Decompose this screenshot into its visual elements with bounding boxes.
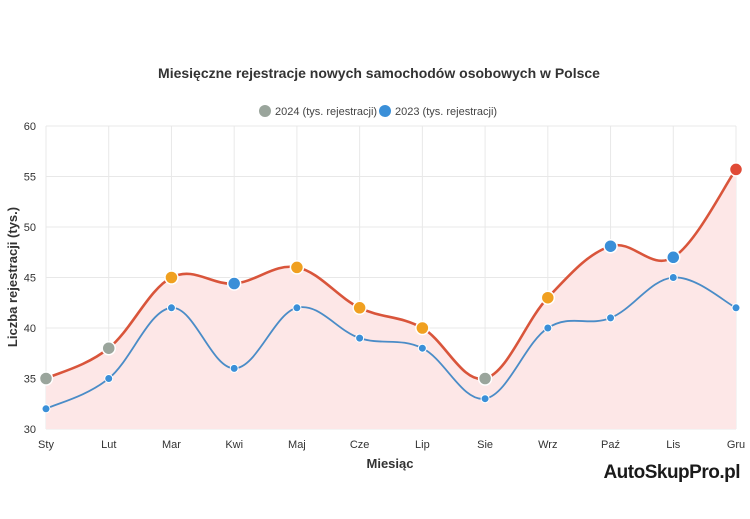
point-2024-Gru[interactable]: [728, 162, 744, 177]
point-2023-Paź[interactable]: [606, 313, 616, 323]
area-2024: [46, 169, 736, 429]
point-2024-Cze[interactable]: [352, 300, 367, 316]
point-2024-Lip[interactable]: [415, 320, 430, 336]
point-2024-Sie[interactable]: [477, 371, 493, 386]
y-tick-label: 60: [24, 121, 36, 133]
point-2024-Sty[interactable]: [38, 371, 54, 386]
legend-item-2023[interactable]: 2023 (tys. rejestracji): [379, 105, 497, 118]
legend-item-2024[interactable]: 2024 (tys. rejestracji): [259, 105, 377, 118]
point-2024-Lis[interactable]: [666, 250, 681, 265]
legend-marker-2024: [259, 105, 271, 117]
legend-label-2024: 2024 (tys. rejestracji): [275, 106, 377, 118]
watermark-logo: AutoSkupPro.pl: [603, 462, 740, 483]
point-2023-Maj[interactable]: [292, 303, 302, 313]
point-2023-Cze[interactable]: [355, 333, 365, 343]
point-2024-Lut[interactable]: [101, 340, 116, 356]
point-2024-Mar[interactable]: [164, 270, 179, 285]
point-2024-Kwi[interactable]: [226, 276, 242, 291]
y-tick-label: 35: [24, 374, 36, 386]
point-2023-Lis[interactable]: [668, 273, 678, 282]
x-axis-label: Miesiąc: [367, 456, 414, 471]
chart-title: Miesięczne rejestracje nowych samochodów…: [158, 65, 600, 81]
point-2024-Paź[interactable]: [603, 238, 618, 254]
x-tick-label: Gru: [727, 439, 745, 451]
point-2023-Lip[interactable]: [417, 343, 427, 353]
point-2023-Wrz[interactable]: [543, 323, 553, 333]
point-2023-Sie[interactable]: [480, 394, 490, 404]
x-tick-label: Lip: [415, 439, 430, 451]
point-2023-Sty[interactable]: [41, 404, 51, 414]
point-2024-Maj[interactable]: [289, 260, 305, 275]
x-tick-label: Wrz: [538, 439, 557, 451]
x-tick-label: Paź: [601, 439, 620, 451]
point-2023-Gru[interactable]: [731, 303, 741, 313]
y-tick-label: 30: [24, 424, 36, 436]
x-tick-label: Maj: [288, 439, 306, 451]
y-tick-label: 40: [24, 323, 36, 335]
point-2024-Wrz[interactable]: [540, 290, 556, 305]
x-tick-label: Cze: [350, 439, 370, 451]
x-tick-label: Kwi: [225, 439, 243, 451]
legend-marker-2023: [379, 105, 391, 117]
y-tick-label: 50: [24, 222, 36, 234]
point-2023-Lut[interactable]: [104, 374, 114, 383]
point-2023-Mar[interactable]: [166, 303, 176, 313]
x-tick-label: Lut: [101, 439, 116, 451]
point-2023-Kwi[interactable]: [229, 363, 239, 373]
y-axis-label: Liczba rejestracji (tys.): [5, 207, 20, 347]
x-tick-label: Mar: [162, 439, 181, 451]
x-tick-label: Sie: [477, 439, 493, 451]
legend: 2024 (tys. rejestracji) 2023 (tys. rejes…: [259, 105, 497, 118]
legend-label-2023: 2023 (tys. rejestracji): [395, 106, 497, 118]
x-tick-label: Sty: [38, 439, 54, 451]
y-tick-label: 45: [24, 273, 36, 285]
y-axis-ticks: 30 35 40 45 50 55 60: [24, 121, 36, 436]
series-points: [38, 162, 744, 414]
y-tick-label: 55: [24, 172, 36, 184]
area-fill: [46, 169, 736, 429]
x-tick-label: Lis: [666, 439, 681, 451]
x-axis-ticks: Sty Lut Mar Kwi Maj Cze Lip Sie Wrz Paź Lis Gru: [38, 439, 745, 451]
